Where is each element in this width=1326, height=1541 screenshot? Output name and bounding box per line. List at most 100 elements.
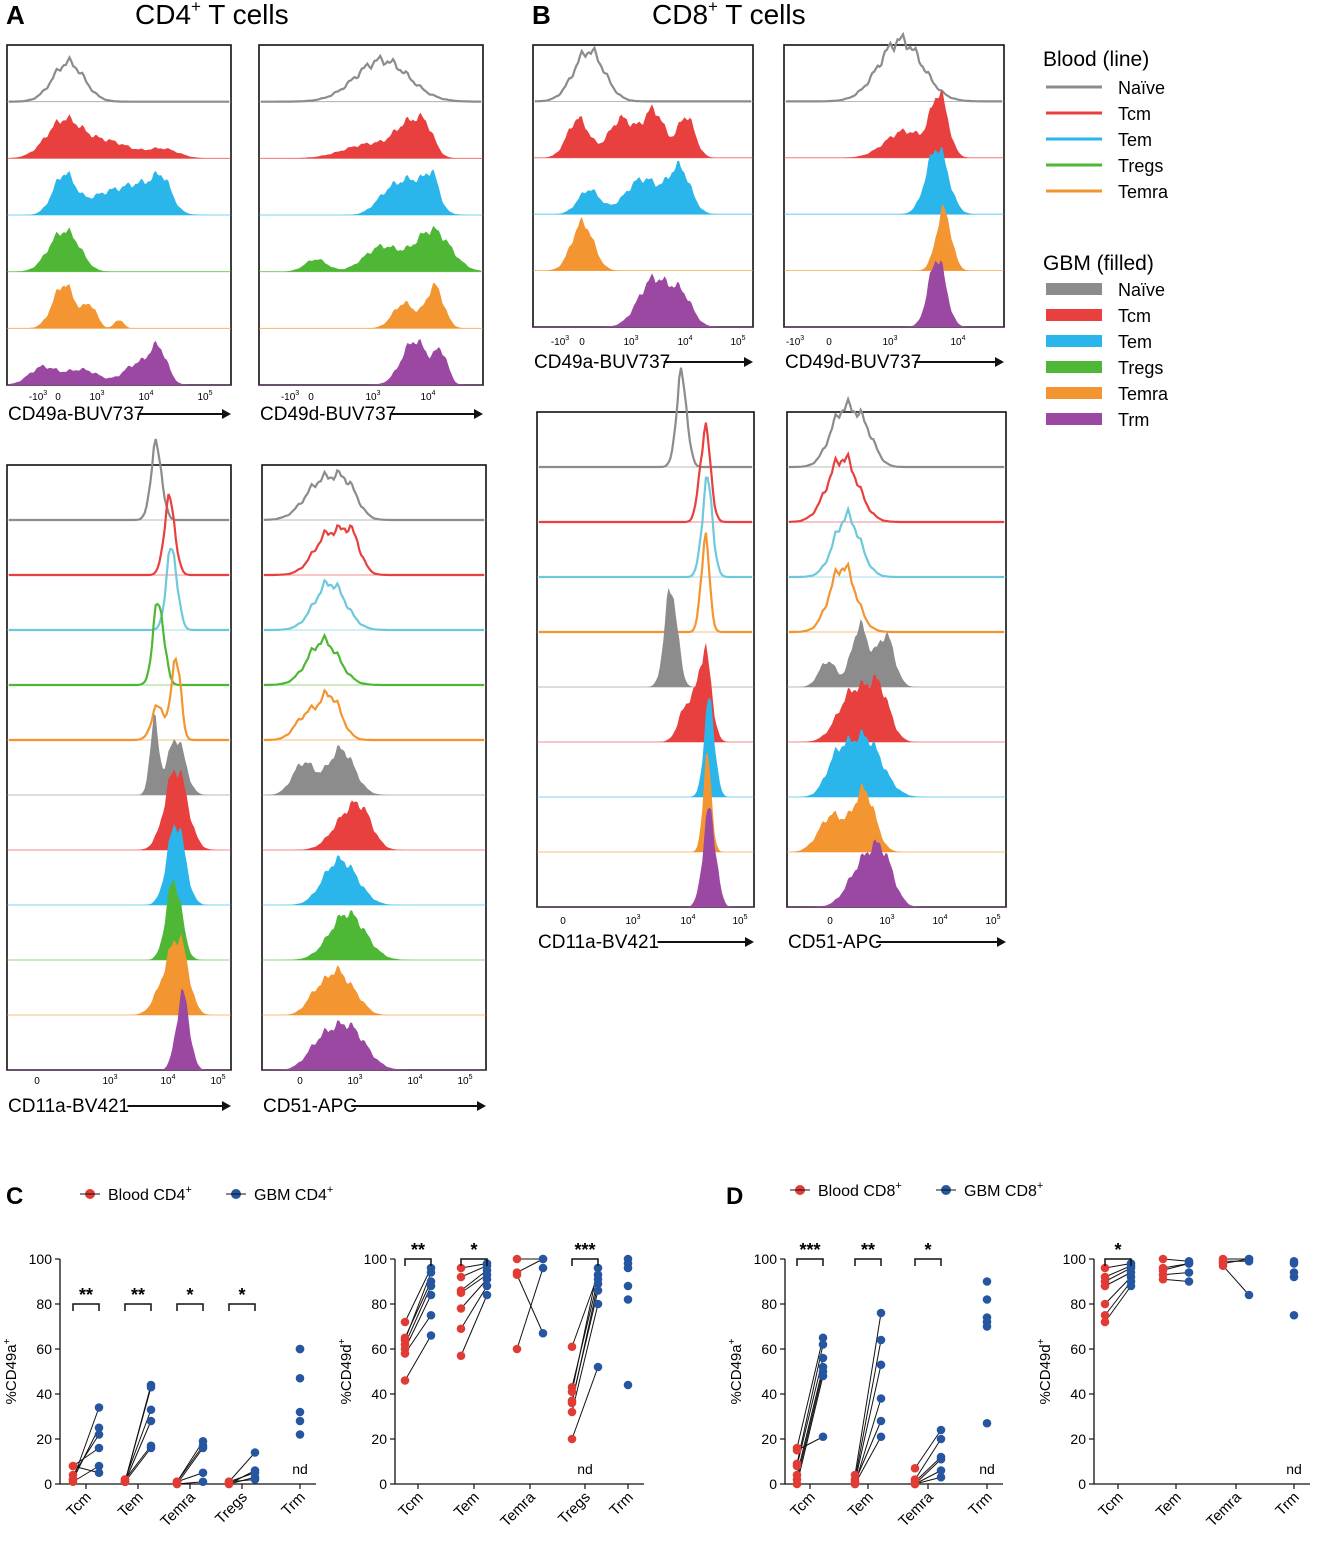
significance-bracket [460,1258,488,1266]
y-tick-label: 80 [36,1296,52,1312]
pair-line [404,1335,432,1381]
pair-line [914,1429,942,1469]
x-tick-label-Trm: Trm [606,1489,636,1519]
significance-label: *** [574,1240,595,1260]
histogram-blood-Temra [789,561,1004,634]
histogram-frame [536,411,755,908]
point-blood [400,1376,410,1385]
panel-b-title: CD8+ T cells [652,0,806,30]
y-axis-label: %CD49d+ [1036,1338,1054,1404]
tick-label-B_CD49a-4-base: 10 [730,337,742,348]
pair-line [1162,1278,1190,1282]
y-tick-label: 100 [1063,1251,1087,1267]
pair-line [124,1447,152,1483]
point-gbm-only [982,1322,992,1331]
panel-a-title-main: CD4 [135,0,191,30]
point-gbm [936,1454,946,1464]
x-tick-label-Tcm: Tcm [787,1489,818,1520]
tick-label-B_CD11a-1-base: 10 [625,916,637,927]
point-gbm [94,1443,104,1453]
point-gbm [146,1416,156,1426]
histogram-blood-Naive [539,367,752,469]
pair-line [854,1436,882,1485]
histogram-gbm-Trm [261,339,481,385]
point-gbm [146,1443,156,1453]
point-gbm [426,1268,436,1277]
pair-line [176,1445,204,1483]
tick-label-B_CD11a-3-base: 10 [732,916,744,927]
point-gbm [818,1353,828,1363]
point-gbm [1184,1277,1194,1286]
y-tick-label: 0 [379,1476,387,1492]
point-blood [567,1342,577,1352]
legend-gbm-item-Trm: Trm [1118,410,1149,430]
histogram-blood-Tregs [264,632,484,687]
x-tick-label-Trm: Trm [278,1489,308,1519]
tick-label-A_CD51-1: 103 [347,1074,362,1087]
tick-label-B_CD51-0: 0 [827,916,833,927]
tick-label-A_CD49a-4-exp: 5 [209,390,213,397]
panel-a-letter: A [6,0,25,30]
histogram-gbm-Tregs [264,910,484,960]
point-gbm-only [623,1380,633,1390]
axis-label-B_CD49a: CD49a-BUV737 [534,352,670,373]
point-gbm [146,1382,156,1392]
legend-gbm-item-Naive: Naïve [1118,280,1165,300]
pair-line [124,1420,152,1482]
point-gbm [818,1432,828,1442]
point-gbm [876,1394,886,1403]
histogram-gbm-Tregs [9,879,229,960]
tick-label-A_CD49a-4-base: 10 [197,392,209,403]
point-gbm [250,1475,260,1484]
x-tick-label-Temra: Temra [895,1488,937,1530]
significance-label: * [238,1285,245,1305]
point-blood [400,1333,410,1343]
point-blood [456,1304,466,1313]
tick-label-B_CD49a-2-base: 10 [623,337,635,348]
tick-label-B_CD11a-2: 104 [680,914,695,927]
histogram-gbm-Tcm [786,90,1002,158]
x-tick-label-Trm: Trm [965,1489,995,1519]
y-tick-label: 100 [754,1251,778,1267]
tick-label-A_CD49d-3: 104 [420,390,435,403]
significance-bracket [1104,1258,1132,1266]
pair-line [914,1438,942,1480]
y-tick-label: 20 [36,1431,52,1447]
y-tick-label: 40 [761,1386,777,1402]
tick-label-B_CD49d-0-exp: 3 [800,335,804,342]
tick-label-A_CD49d-3-base: 10 [420,392,432,403]
tick-label-A_CD51-3: 105 [457,1074,472,1087]
pair-line [796,1366,824,1476]
histogram-gbm-Tem [9,170,229,215]
panel-a-title-rest: T cells [201,0,289,30]
point-blood [512,1254,522,1264]
y-tick-label: 60 [36,1341,52,1357]
tick-label-B_CD11a-2-exp: 4 [692,914,696,921]
point-gbm [936,1466,946,1475]
point-blood [456,1351,466,1361]
pair-line [460,1294,488,1356]
histogram-blood-Naive [789,395,1004,469]
y-axis-label-sup: + [2,1338,13,1344]
tick-label-B_CD51-2: 104 [932,914,947,927]
tick-label-B_CD49d-2-base: 10 [882,337,894,348]
point-gbm [482,1270,492,1280]
nd-label: nd [1286,1461,1302,1477]
y-tick-label: 60 [371,1341,387,1357]
point-gbm [426,1290,436,1300]
tick-label-B_CD49a-3: 104 [677,335,692,348]
tick-label-A_CD51-2: 104 [407,1074,422,1087]
legend-gbm-item-Tem: Tem [1118,332,1152,352]
pair-line [854,1364,882,1482]
point-gbm [426,1331,436,1340]
pair-line [124,1387,152,1482]
nd-label: nd [292,1461,308,1477]
point-blood [850,1479,860,1489]
legend-d-blood-sup: + [895,1180,901,1192]
point-gbm [538,1263,548,1273]
point-blood [792,1479,802,1489]
pair-line [914,1476,942,1485]
tick-label-A_CD11a-0: 0 [34,1076,40,1087]
tick-label-B_CD49d-0: -103 [786,335,804,348]
tick-label-A_CD11a-3-exp: 5 [222,1074,226,1081]
